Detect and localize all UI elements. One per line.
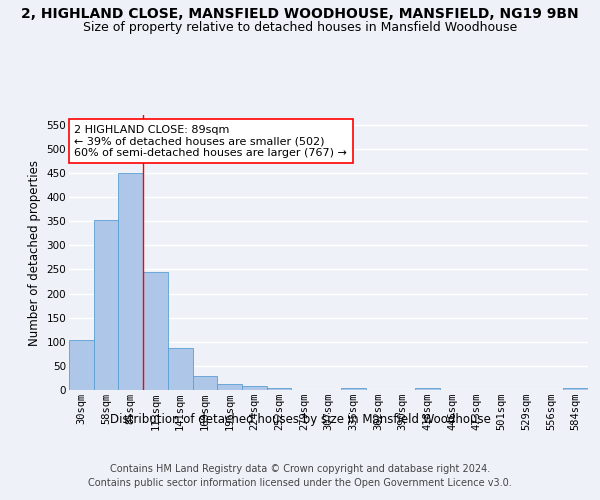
Bar [415,388,440,390]
Bar [94,220,118,390]
Text: Size of property relative to detached houses in Mansfield Woodhouse: Size of property relative to detached ho… [83,21,517,34]
Bar [193,376,217,390]
Text: 2, HIGHLAND CLOSE, MANSFIELD WOODHOUSE, MANSFIELD, NG19 9BN: 2, HIGHLAND CLOSE, MANSFIELD WOODHOUSE, … [21,8,579,22]
Y-axis label: Number of detached properties: Number of detached properties [28,160,41,346]
Bar [563,388,588,390]
Bar [168,348,193,390]
Bar [341,388,365,390]
Bar [143,272,168,390]
Bar [118,174,143,390]
Bar [242,386,267,390]
Text: Contains public sector information licensed under the Open Government Licence v3: Contains public sector information licen… [88,478,512,488]
Bar [217,384,242,390]
Bar [267,388,292,390]
Text: Contains HM Land Registry data © Crown copyright and database right 2024.: Contains HM Land Registry data © Crown c… [110,464,490,474]
Text: 2 HIGHLAND CLOSE: 89sqm
← 39% of detached houses are smaller (502)
60% of semi-d: 2 HIGHLAND CLOSE: 89sqm ← 39% of detache… [74,124,347,158]
Bar [69,340,94,390]
Text: Distribution of detached houses by size in Mansfield Woodhouse: Distribution of detached houses by size … [110,412,490,426]
